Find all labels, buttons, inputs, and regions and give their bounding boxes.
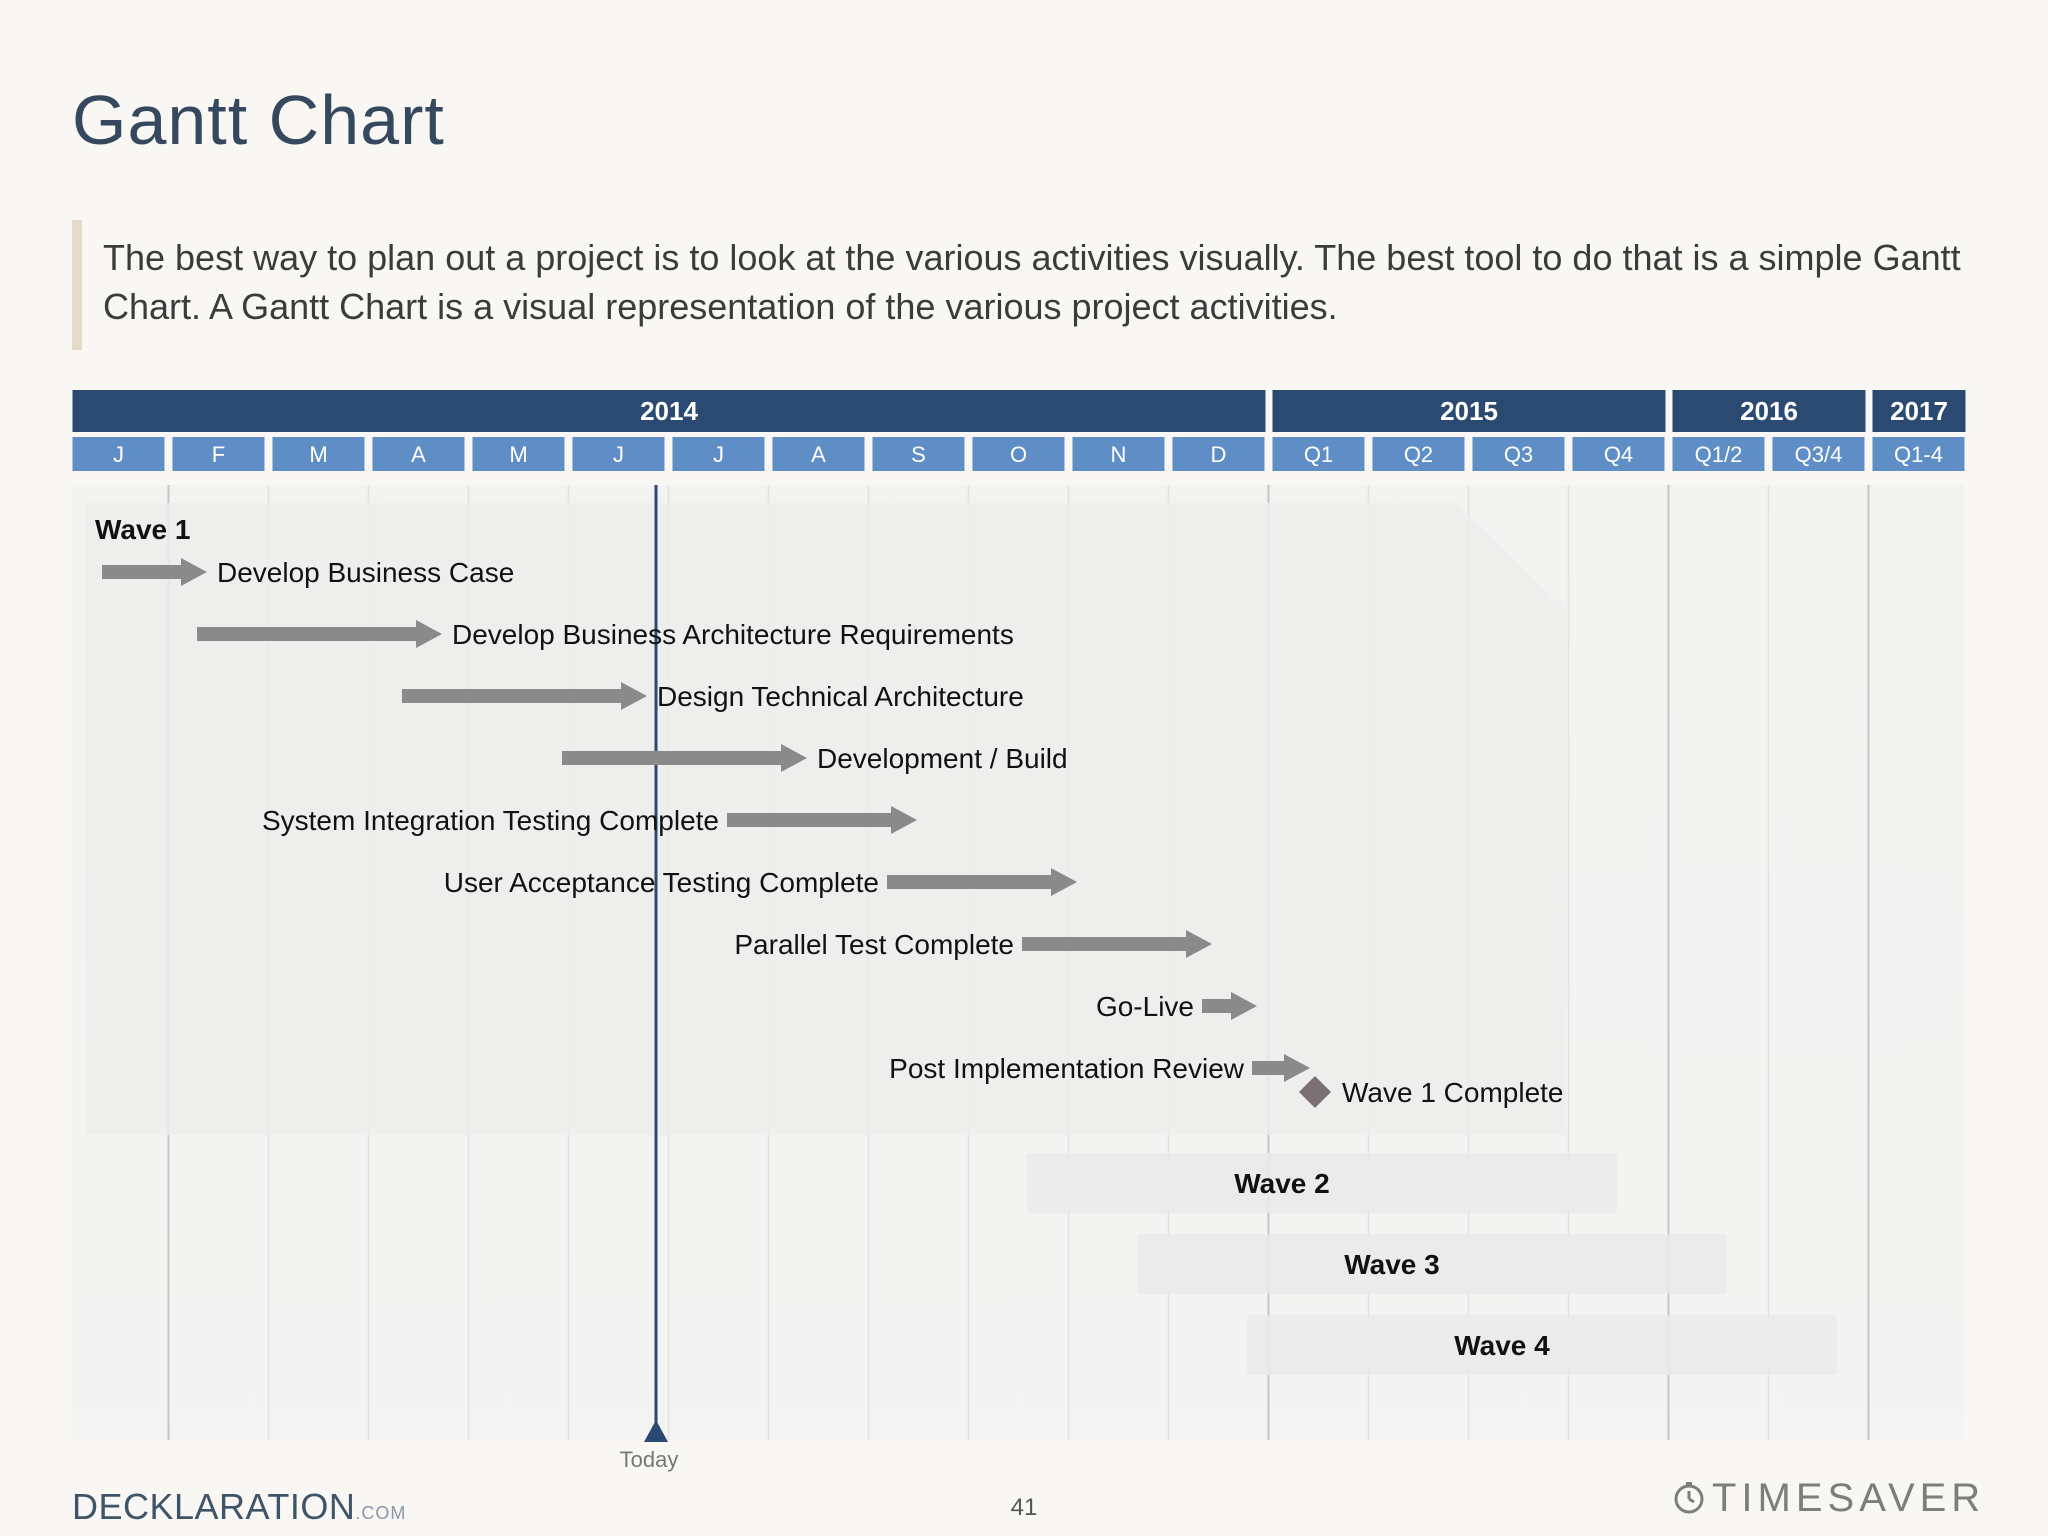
intro-text: The best way to plan out a project is to…	[103, 237, 1961, 327]
year-label: 2016	[1740, 396, 1798, 426]
period-cell	[1472, 437, 1565, 471]
task-arrow	[1202, 992, 1257, 1020]
period-label: Q2	[1404, 442, 1433, 467]
task-rows: Develop Business Case Develop Business Ar…	[102, 557, 1564, 1108]
period-label: Q1/2	[1695, 442, 1743, 467]
period-label: D	[1211, 442, 1227, 467]
year-band-2015	[1272, 390, 1666, 432]
period-cell	[1272, 437, 1365, 471]
period-label: J	[713, 442, 724, 467]
period-label: Q3	[1504, 442, 1533, 467]
period-cell	[172, 437, 265, 471]
period-label: S	[911, 442, 926, 467]
task-label: Design Technical Architecture	[657, 681, 1024, 712]
task-arrow	[102, 558, 207, 586]
period-label: M	[509, 442, 527, 467]
task-label: Post Implementation Review	[889, 1053, 1245, 1084]
wave-panel	[1027, 1153, 1617, 1213]
logo-text: TIMESAVER	[1712, 1475, 1986, 1520]
brand-suffix: .COM	[355, 1503, 407, 1523]
brand-name: DECKLARATION	[72, 1486, 356, 1527]
period-cell	[672, 437, 765, 471]
period-label: Q1-4	[1894, 442, 1943, 467]
period-cell	[372, 437, 465, 471]
task-arrow	[402, 682, 647, 710]
period-label: A	[411, 442, 426, 467]
period-cell	[972, 437, 1065, 471]
task-label: Develop Business Architecture Requiremen…	[452, 619, 1014, 650]
year-band-2017	[1872, 390, 1966, 432]
task-arrow	[1022, 930, 1212, 958]
period-cell	[472, 437, 565, 471]
task-arrow	[1252, 1054, 1310, 1082]
period-cell	[1672, 437, 1765, 471]
period-label: Q3/4	[1795, 442, 1843, 467]
decklaration-brand: DECKLARATION.COM	[72, 1486, 406, 1528]
period-cell	[72, 437, 165, 471]
today-marker: Today	[620, 485, 679, 1472]
wave-panel	[1247, 1315, 1837, 1375]
timesaver-logo: TIMESAVER	[1672, 1476, 1985, 1520]
today-triangle	[644, 1420, 668, 1442]
period-cell	[272, 437, 365, 471]
task-arrow	[562, 744, 807, 772]
period-label: J	[113, 442, 124, 467]
period-label: Q4	[1604, 442, 1633, 467]
wave-label: Wave 2	[1234, 1168, 1329, 1199]
year-band-2014	[72, 390, 1266, 432]
period-cell	[1172, 437, 1265, 471]
period-cell	[1372, 437, 1465, 471]
period-label: Q1	[1304, 442, 1333, 467]
task-arrow	[197, 620, 442, 648]
milestone-label: Wave 1 Complete	[1342, 1077, 1564, 1108]
intro-accent-bar	[72, 220, 82, 350]
task-label: Go-Live	[1096, 991, 1194, 1022]
task-label: User Acceptance Testing Complete	[444, 867, 879, 898]
gantt-chart: 2014 2015 2016 2017 J F M A M J J A S O N D Q1 Q2 Q3 Q4 Q1/2…	[72, 390, 1966, 1472]
wave-label: Wave 3	[1344, 1249, 1439, 1280]
year-label: 2014	[640, 396, 698, 426]
period-cell	[1572, 437, 1665, 471]
period-label: N	[1111, 442, 1127, 467]
page-number: 41	[1010, 1494, 1038, 1521]
task-label: Develop Business Case	[217, 557, 514, 588]
milestone-diamond	[1299, 1076, 1331, 1108]
task-label: Parallel Test Complete	[734, 929, 1014, 960]
period-label: M	[309, 442, 327, 467]
period-cell	[572, 437, 665, 471]
period-label: J	[613, 442, 624, 467]
timeline-header: 2014 2015 2016 2017 J F M A M J J A S O N D Q1 Q2 Q3 Q4 Q1/2…	[72, 390, 1966, 471]
period-cell	[872, 437, 965, 471]
year-label: 2017	[1890, 396, 1948, 426]
wave-label: Wave 4	[1454, 1330, 1550, 1361]
period-label: A	[811, 442, 826, 467]
task-label: System Integration Testing Complete	[262, 805, 719, 836]
year-band-2016	[1672, 390, 1866, 432]
period-cell	[1772, 437, 1865, 471]
task-arrow	[887, 868, 1077, 896]
wave-panel	[1137, 1234, 1727, 1294]
clock-icon	[1674, 1482, 1704, 1514]
period-label: F	[212, 442, 225, 467]
year-label: 2015	[1440, 396, 1498, 426]
period-cell	[1072, 437, 1165, 471]
today-label: Today	[620, 1447, 679, 1472]
period-cell	[1872, 437, 1965, 471]
slide-title: Gantt Chart	[72, 81, 445, 159]
task-label: Development / Build	[817, 743, 1068, 774]
task-arrow	[727, 806, 917, 834]
wave1-label: Wave 1	[95, 514, 190, 545]
period-label: O	[1010, 442, 1027, 467]
period-cell	[772, 437, 865, 471]
